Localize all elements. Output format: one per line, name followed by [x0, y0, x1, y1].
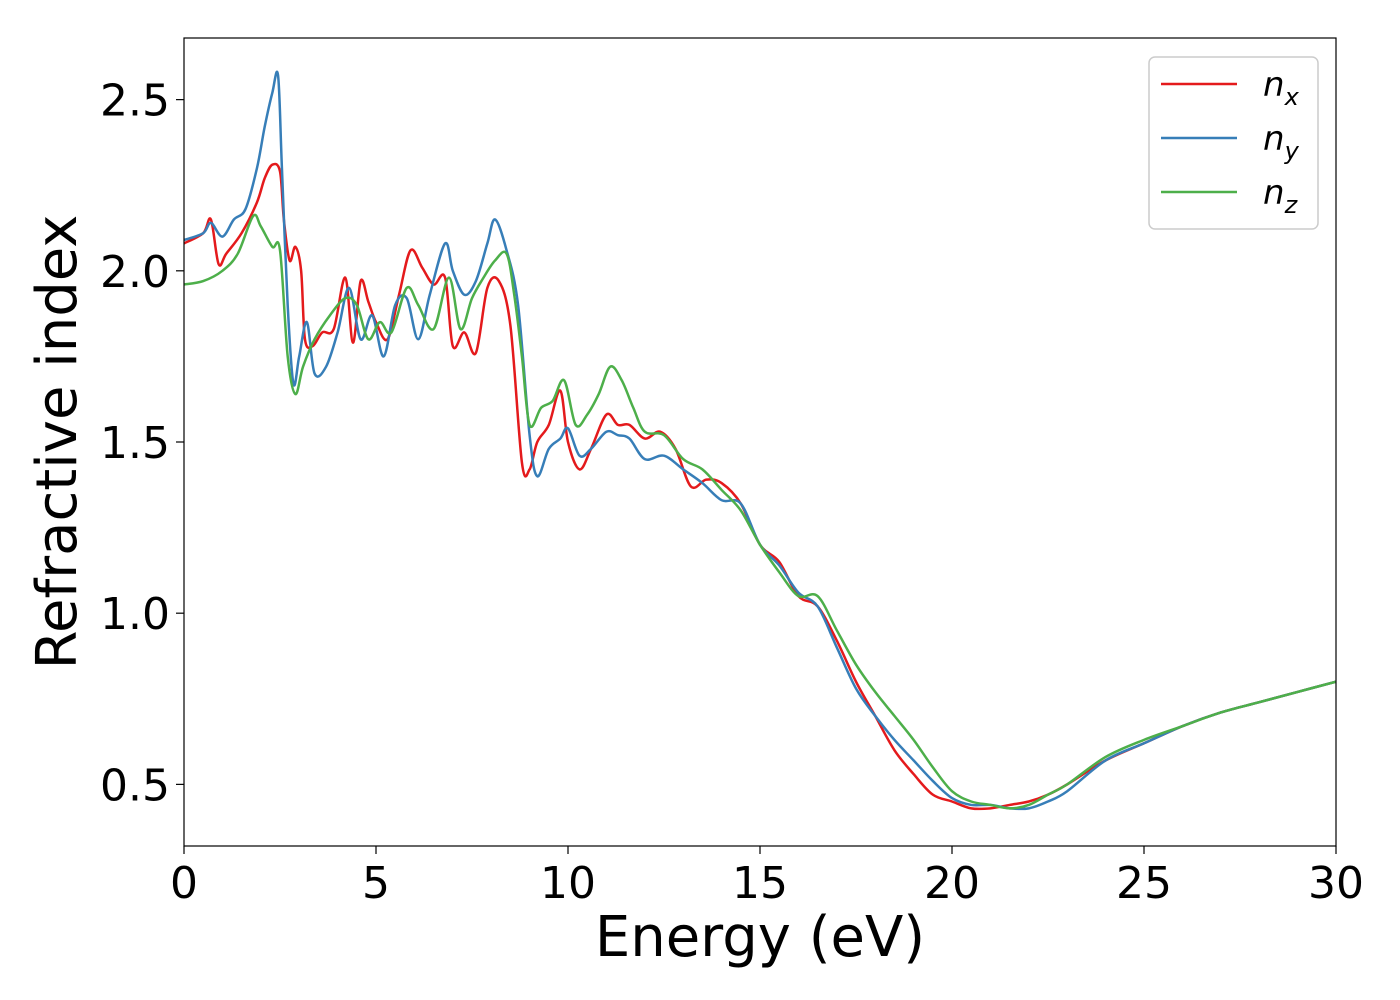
x-axis-title: Energy (eV): [595, 905, 925, 970]
series-line-nx: [183, 162, 1337, 811]
y-tick-label: 2.5: [100, 76, 170, 127]
legend-items: nx ny nz: [1161, 65, 1300, 219]
legend-label-nz: nz: [1263, 173, 1299, 219]
legend: nx ny nz: [1148, 56, 1319, 230]
x-tick-label: 25: [1116, 858, 1172, 909]
x-tick-label: 15: [732, 858, 788, 909]
y-axis-title: Refractive index: [25, 215, 90, 670]
y-axis-ticks: 0.5 1.0 1.5 2.0 2.5: [100, 76, 184, 811]
series-line-nz: [183, 213, 1337, 810]
x-tick-label: 5: [362, 858, 390, 909]
legend-frame: [1148, 56, 1319, 230]
series-line-ny: [183, 70, 1337, 811]
y-tick-label: 2.0: [100, 247, 170, 298]
x-tick-label: 30: [1308, 858, 1364, 909]
x-axis-ticks: 0 5 10 15 20 25 30: [170, 846, 1364, 909]
x-tick-label: 10: [540, 858, 596, 909]
x-tick-label: 0: [170, 858, 198, 909]
y-tick-label: 1.0: [100, 589, 170, 640]
legend-label-nx: nx: [1263, 65, 1300, 111]
y-tick-label: 0.5: [100, 760, 170, 811]
y-tick-label: 1.5: [100, 418, 170, 469]
legend-label-ny: ny: [1263, 119, 1300, 165]
x-tick-label: 20: [924, 858, 980, 909]
plot-lines: [183, 70, 1337, 811]
